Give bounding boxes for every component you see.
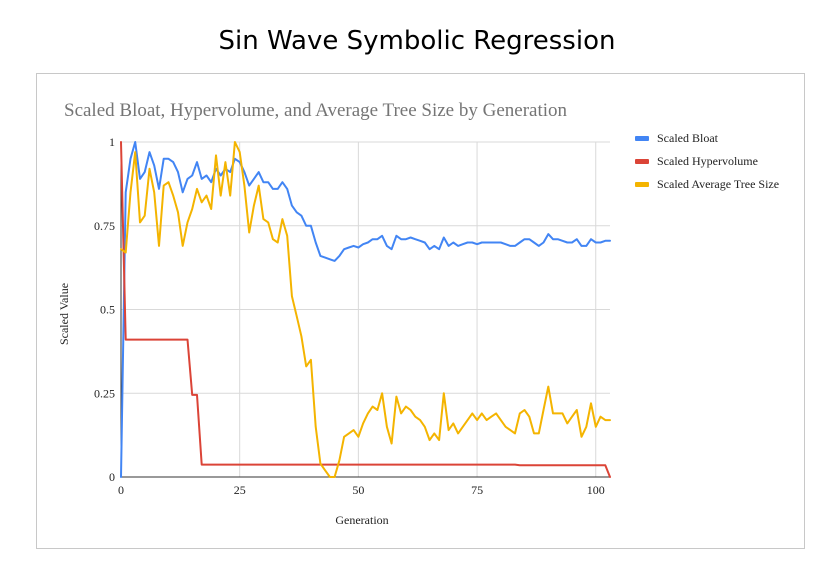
legend-label-scaled-average-tree-size: Scaled Average Tree Size <box>657 177 779 191</box>
legend-label-scaled-bloat: Scaled Bloat <box>657 131 719 145</box>
legend: Scaled Bloat Scaled Hypervolume Scaled Ave… <box>635 131 779 191</box>
x-tick-label: 50 <box>352 483 364 497</box>
y-tick-label: 0.25 <box>94 386 115 400</box>
axes: 0 0.25 0.5 0.75 1 0 25 50 75 100 <box>94 135 610 497</box>
y-tick-label: 1 <box>109 135 115 149</box>
series-line-scaled-hypervolume <box>120 141 611 478</box>
series-lines <box>120 141 611 478</box>
legend-swatch-scaled-average-tree-size <box>635 182 649 187</box>
legend-swatch-scaled-hypervolume <box>635 159 649 164</box>
y-tick-label: 0 <box>109 470 115 484</box>
line-chart: Scaled Bloat, Hypervolume, and Average T… <box>57 100 779 527</box>
legend-swatch-scaled-bloat <box>635 136 649 141</box>
chart-title: Scaled Bloat, Hypervolume, and Average T… <box>64 100 568 121</box>
page-title: Sin Wave Symbolic Regression <box>218 26 616 56</box>
x-tick-label: 0 <box>118 483 124 497</box>
legend-label-scaled-hypervolume: Scaled Hypervolume <box>657 154 758 168</box>
series-line-scaled-average-tree-size <box>120 141 611 478</box>
x-tick-label: 100 <box>587 483 605 497</box>
y-axis-label: Scaled Value <box>57 283 71 345</box>
x-tick-label: 25 <box>234 483 246 497</box>
series-line-scaled-bloat <box>120 141 611 478</box>
grid <box>121 141 610 477</box>
y-tick-label: 0.75 <box>94 219 115 233</box>
x-tick-label: 75 <box>471 483 483 497</box>
x-axis-label: Generation <box>335 513 388 527</box>
y-tick-label: 0.5 <box>100 303 115 317</box>
chart-container: Scaled Bloat, Hypervolume, and Average T… <box>36 73 805 549</box>
